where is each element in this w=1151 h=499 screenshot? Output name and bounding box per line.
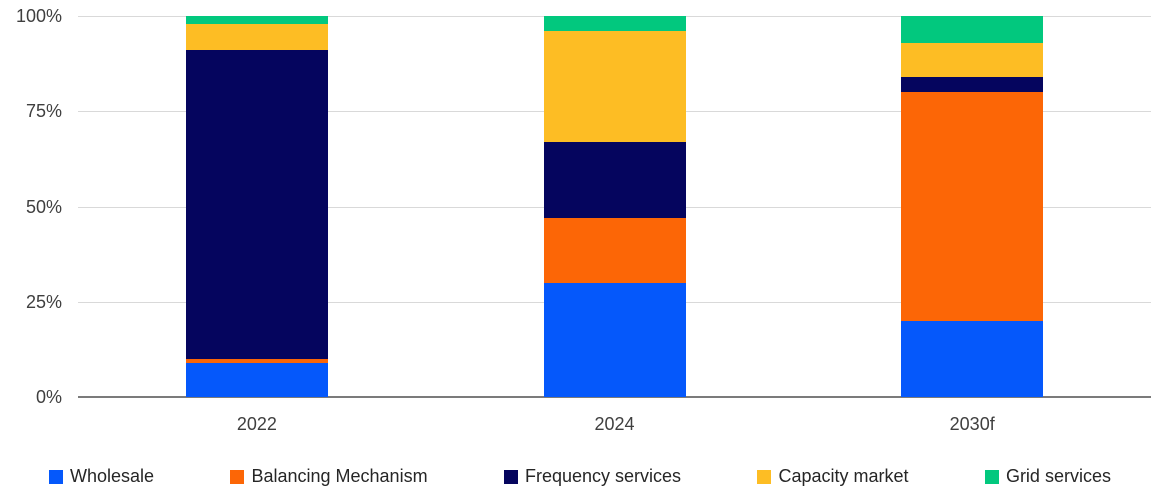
x-tick-label-2030f: 2030f	[949, 414, 995, 434]
segment-2030f-capacity-market	[901, 42, 1044, 77]
legend-item-frequency-services: Frequency services	[503, 466, 682, 487]
legend-label-wholesale: Wholesale	[70, 466, 155, 486]
bar-slot-2022	[78, 16, 436, 397]
legend-swatch-icon-grid-services	[984, 469, 999, 484]
bar-2022	[185, 16, 328, 397]
segment-2022-capacity-market	[185, 23, 328, 51]
segment-2024-frequency-services	[543, 141, 686, 218]
bars-layer	[78, 16, 1151, 397]
x-tick-label-2022: 2022	[236, 414, 277, 434]
segment-2030f-wholesale	[901, 320, 1044, 397]
y-tick-label-50: 50%	[25, 196, 62, 217]
bar-slot-2030f	[793, 16, 1151, 397]
segment-2022-wholesale	[185, 362, 328, 397]
segment-2024-grid-services	[543, 16, 686, 32]
plot-area	[78, 16, 1151, 398]
legend-item-capacity-market: Capacity market	[757, 466, 909, 487]
legend-label-frequency-services: Frequency services	[524, 466, 682, 486]
segment-2030f-grid-services	[901, 16, 1044, 43]
segment-2024-capacity-market	[543, 31, 686, 142]
bar-slot-2024	[436, 16, 794, 397]
y-tick-label-100: 100%	[15, 6, 62, 26]
segment-2024-wholesale	[543, 282, 686, 397]
segment-2022-frequency-services	[185, 50, 328, 359]
segment-2022-grid-services	[185, 16, 328, 24]
legend-item-grid-services: Grid services	[984, 466, 1111, 487]
legend-swatch-icon-capacity-market	[757, 469, 772, 484]
y-axis: 0% 25% 50% 75% 100%	[0, 6, 62, 407]
legend-swatch-icon-frequency-services	[503, 469, 518, 484]
bar-2030f	[901, 16, 1044, 397]
legend-item-balancing-mechanism: Balancing Mechanism	[230, 466, 428, 487]
legend-label-balancing-mechanism: Balancing Mechanism	[251, 466, 428, 486]
y-tick-label-0: 0%	[35, 387, 62, 407]
x-tick-label-2024: 2024	[594, 414, 635, 434]
legend-label-grid-services: Grid services	[1005, 466, 1111, 486]
bar-2024	[543, 16, 686, 397]
y-tick-label-75: 75%	[25, 101, 62, 122]
segment-2030f-frequency-services	[901, 76, 1044, 93]
legend-item-wholesale: Wholesale	[49, 466, 154, 487]
segment-2030f-balancing-mechanism	[901, 92, 1044, 321]
legend-swatch-icon-balancing-mechanism	[230, 469, 245, 484]
segment-2024-balancing-mechanism	[543, 217, 686, 283]
legend: Wholesale Balancing Mechanism Frequency se…	[49, 466, 1111, 487]
legend-swatch-icon-wholesale	[49, 469, 63, 484]
x-axis: 2022 2024 2030f	[78, 414, 1151, 435]
y-tick-label-25: 25%	[25, 291, 62, 312]
segment-2022-balancing-mechanism	[185, 358, 328, 363]
gridline-0	[78, 396, 1151, 398]
legend-label-capacity-market: Capacity market	[778, 466, 909, 486]
